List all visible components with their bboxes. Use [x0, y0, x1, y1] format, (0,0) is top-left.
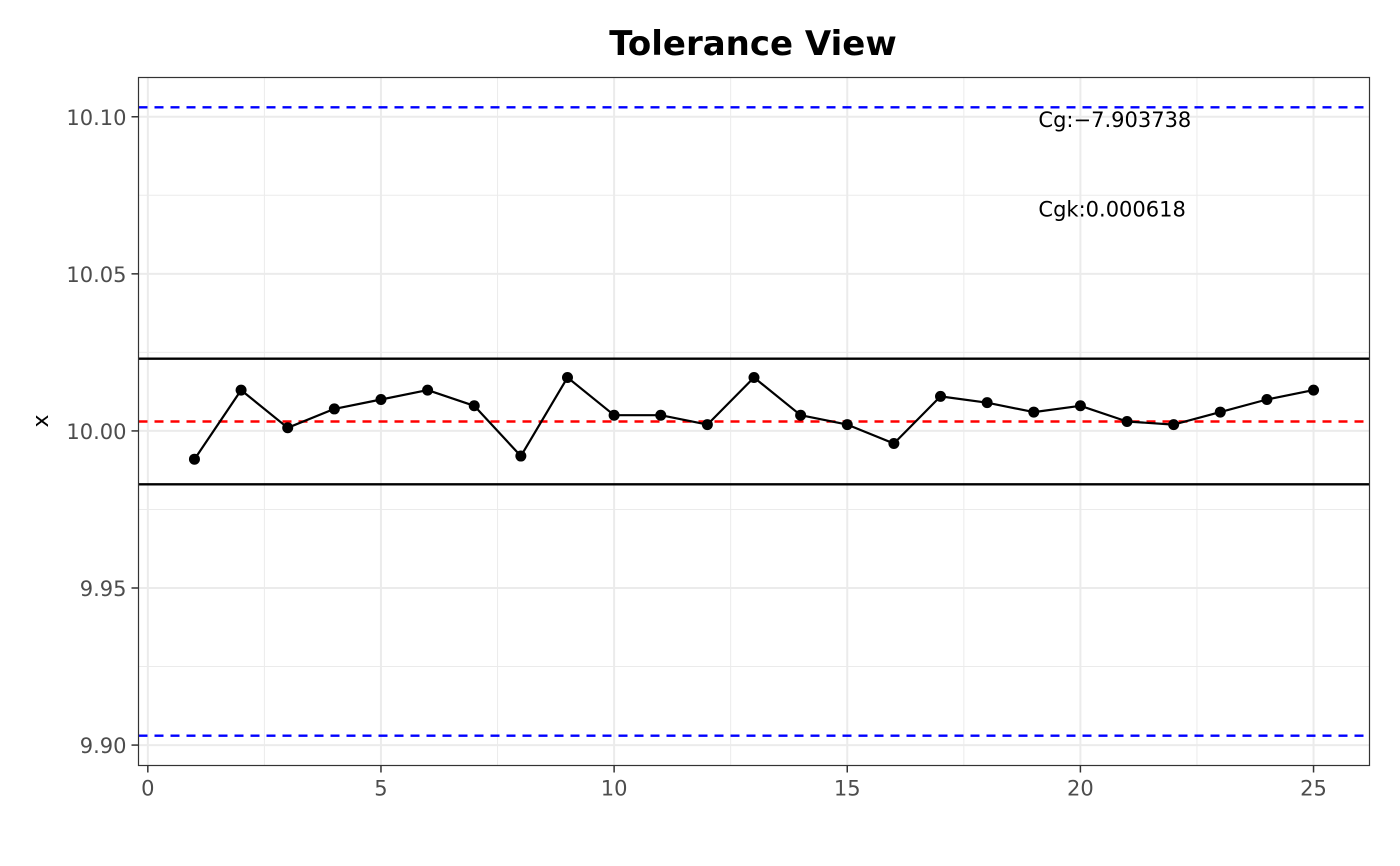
data-point: [1074, 400, 1086, 412]
data-point: [748, 372, 760, 384]
y-tick-label: 10.00: [66, 420, 126, 444]
x-tick-label: 10: [601, 777, 628, 801]
data-point: [422, 384, 434, 396]
y-tick-label: 9.95: [80, 577, 127, 601]
x-tick-label: 25: [1300, 777, 1327, 801]
data-point: [1261, 394, 1273, 406]
data-point: [888, 437, 900, 449]
axis-layer: 0 5 10 15 20 25 9.90 9.95 10.00 10.05 10.10: [66, 106, 1327, 801]
data-point: [1168, 419, 1180, 431]
y-axis-label: x: [29, 414, 54, 427]
data-point: [468, 400, 480, 412]
annotation-label: Cg:−7.903738: [1038, 108, 1191, 132]
data-point: [981, 397, 993, 409]
data-point: [795, 409, 807, 421]
data-point: [188, 453, 200, 465]
data-point: [561, 372, 573, 384]
data-point: [608, 409, 620, 421]
x-tick-label: 5: [374, 777, 387, 801]
x-tick-label: 15: [834, 777, 861, 801]
data-point: [655, 409, 667, 421]
data-point: [235, 384, 247, 396]
data-point: [701, 419, 713, 431]
reference-lines: [138, 106, 1370, 737]
series-line: [193, 376, 1314, 460]
data-point: [515, 450, 527, 462]
chart-title: Tolerance View: [609, 24, 897, 64]
y-tick-label: 10.05: [66, 263, 126, 287]
y-tick-label: 9.90: [80, 734, 127, 758]
data-point: [935, 390, 947, 402]
annotation-layer: Cg:−7.903738 Cgk:0.000618: [1038, 108, 1191, 222]
data-point: [1308, 384, 1320, 396]
data-point: [841, 419, 853, 431]
x-tick-label: 0: [141, 777, 154, 801]
plot-panel-border: [137, 76, 1371, 767]
data-point: [375, 394, 387, 406]
annotation-label: Cgk:0.000618: [1038, 197, 1185, 221]
data-point: [1121, 416, 1133, 427]
x-tick-label: 20: [1067, 777, 1094, 801]
data-point: [282, 422, 294, 434]
data-point: [1028, 406, 1040, 418]
y-tick-label: 10.10: [66, 106, 126, 130]
series-layer: [188, 372, 1320, 465]
data-point: [328, 403, 340, 415]
data-point: [1214, 406, 1226, 418]
